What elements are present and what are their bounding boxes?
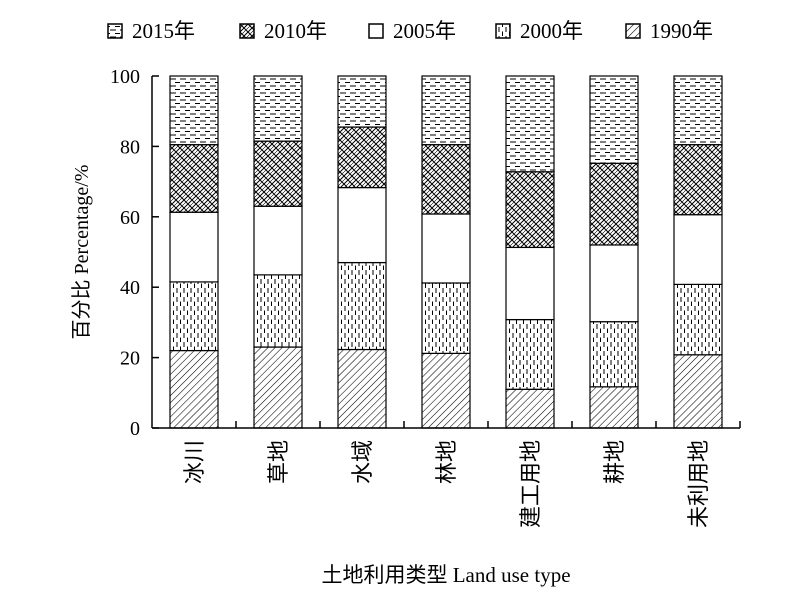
legend-label: 2010年 bbox=[264, 19, 327, 43]
y-tick-label: 100 bbox=[110, 66, 140, 88]
bar-segment-草地-2010年 bbox=[253, 140, 303, 207]
axes bbox=[151, 76, 740, 429]
bar-segment-林地-2005年 bbox=[421, 213, 471, 284]
bar-segment-耕地-2005年 bbox=[589, 244, 639, 323]
bar-segment-水域-2005年 bbox=[337, 186, 387, 264]
bar-segment-冰川-2015年 bbox=[169, 75, 219, 146]
bars bbox=[169, 75, 723, 429]
legend-swatch bbox=[625, 23, 641, 39]
bar-segment-冰川-2010年 bbox=[169, 144, 219, 213]
legend: 2015年 2010年 2005年 2000年 1990年 bbox=[107, 19, 713, 43]
y-tick-label: 20 bbox=[120, 348, 140, 370]
x-tick-label: 水域 bbox=[350, 440, 375, 484]
legend-label: 2000年 bbox=[520, 19, 583, 43]
x-tick-label: 耕地 bbox=[602, 440, 627, 484]
bar-segment-耕地-2010年 bbox=[589, 162, 639, 246]
bar-segment-未利用地-2005年 bbox=[673, 214, 723, 285]
bar-segment-建工用地-2005年 bbox=[505, 246, 555, 321]
x-tick-label: 草地 bbox=[266, 440, 291, 484]
bar-segment-冰川-2000年 bbox=[169, 281, 219, 352]
legend-label: 1990年 bbox=[650, 19, 713, 43]
y-tick-label: 60 bbox=[120, 207, 140, 229]
y-axis-ticks: 0 20 40 60 80 100 bbox=[110, 66, 159, 440]
bar-segment-水域-1990年 bbox=[337, 348, 387, 429]
legend-label: 2015年 bbox=[132, 19, 195, 43]
bar-segment-冰川-1990年 bbox=[169, 349, 219, 429]
x-tick-label: 林地 bbox=[434, 440, 459, 484]
bar-segment-林地-2000年 bbox=[421, 282, 471, 354]
bar-segment-耕地-1990年 bbox=[589, 386, 639, 429]
legend-label: 2005年 bbox=[393, 19, 456, 43]
legend-swatch bbox=[368, 23, 384, 39]
y-tick-label: 40 bbox=[120, 277, 140, 299]
bar-segment-水域-2000年 bbox=[337, 261, 387, 351]
x-axis-label: 土地利用类型 Land use type bbox=[321, 563, 570, 587]
x-tick-label: 未利用地 bbox=[686, 440, 711, 528]
bar-segment-未利用地-2015年 bbox=[673, 75, 723, 146]
y-tick-label: 0 bbox=[130, 418, 140, 440]
bar-segment-草地-2000年 bbox=[253, 274, 303, 348]
bar-segment-水域-2015年 bbox=[337, 75, 387, 128]
legend-swatch bbox=[495, 23, 511, 39]
bar-segment-冰川-2005年 bbox=[169, 211, 219, 283]
bar-segment-耕地-2000年 bbox=[589, 321, 639, 388]
legend-swatch bbox=[239, 23, 255, 39]
bar-segment-草地-2005年 bbox=[253, 205, 303, 276]
bar-segment-水域-2010年 bbox=[337, 126, 387, 189]
bar-segment-草地-1990年 bbox=[253, 346, 303, 429]
legend-swatch bbox=[107, 23, 123, 39]
bar-segment-未利用地-2000年 bbox=[673, 283, 723, 356]
bar-segment-林地-2015年 bbox=[421, 75, 471, 146]
bar-segment-建工用地-1990年 bbox=[505, 388, 555, 429]
x-axis-ticks: 冰川 草地 水域 林地 建工用地 耕地 未利用地 bbox=[182, 421, 741, 528]
y-tick-label: 80 bbox=[120, 136, 140, 158]
bar-segment-未利用地-2010年 bbox=[673, 144, 723, 216]
plot-area: 0 20 40 60 80 100 冰川 草地 水域 林地 建工用地 耕地 未利用地 bbox=[110, 66, 741, 528]
x-tick-label: 冰川 bbox=[182, 440, 207, 484]
bar-segment-建工用地-2000年 bbox=[505, 318, 555, 390]
bar-segment-林地-1990年 bbox=[421, 352, 471, 429]
bar-segment-建工用地-2010年 bbox=[505, 171, 555, 249]
bar-segment-草地-2015年 bbox=[253, 75, 303, 142]
bar-segment-耕地-2015年 bbox=[589, 75, 639, 164]
bar-segment-未利用地-1990年 bbox=[673, 354, 723, 429]
y-axis-label: 百分比 Percentage/% bbox=[70, 165, 93, 340]
x-tick-label: 建工用地 bbox=[518, 440, 543, 528]
bar-segment-建工用地-2015年 bbox=[505, 75, 555, 173]
bar-segment-林地-2010年 bbox=[421, 144, 471, 215]
